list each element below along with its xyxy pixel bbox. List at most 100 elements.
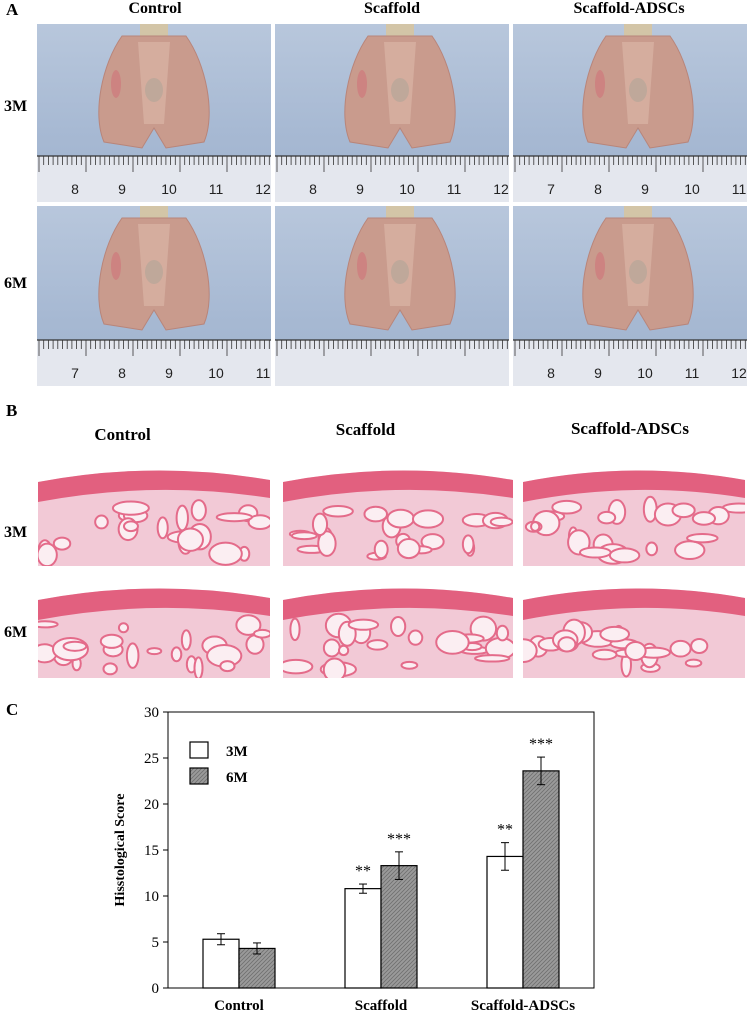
marrow-space xyxy=(400,660,419,670)
ruler-number: 11 xyxy=(685,365,700,381)
specimen-defect xyxy=(391,260,409,284)
tissue-section xyxy=(38,470,270,566)
photo-scaffold-3m: 8 9 10 11 12 xyxy=(275,24,509,202)
marrow-space xyxy=(283,658,314,675)
marrow-space xyxy=(366,639,389,651)
marrow-space xyxy=(337,644,350,657)
marrow-space xyxy=(122,520,139,533)
marrow-space xyxy=(99,633,124,649)
specimen-tissue xyxy=(357,70,367,98)
ruler-number: 9 xyxy=(641,181,649,197)
marrow-space xyxy=(396,538,421,560)
photo-scaffold-6m xyxy=(275,206,509,386)
marrow-space xyxy=(390,616,407,637)
marrow-space xyxy=(557,636,577,653)
photo-control-3m: 8 9 10 11 12 xyxy=(37,24,271,202)
marrow-space xyxy=(591,648,618,661)
ruler-number: 12 xyxy=(731,365,747,381)
panel-a-col-control: Control xyxy=(128,0,182,17)
ruler-number: 12 xyxy=(493,181,509,197)
significance-label: *** xyxy=(529,736,553,753)
marrow-space xyxy=(686,533,719,544)
ruler-number: 8 xyxy=(309,181,317,197)
specimen-tissue xyxy=(111,70,121,98)
marrow-space xyxy=(208,541,243,566)
panel-a-col-scaffold: Scaffold xyxy=(364,0,420,17)
panel-a-row-3m: 3M xyxy=(4,98,28,115)
marrow-space xyxy=(235,614,262,636)
legend-label: 3M xyxy=(226,744,248,760)
ruler-number: 7 xyxy=(547,181,555,197)
marrow-space xyxy=(193,656,204,678)
cartilage-layer xyxy=(523,470,745,502)
marrow-space xyxy=(117,622,130,634)
panel-b-row-3m: 3M xyxy=(4,524,28,541)
marrow-space xyxy=(599,625,630,643)
histology-control-6m xyxy=(38,572,270,678)
panel-a-letter: A xyxy=(6,0,19,19)
marrow-space xyxy=(170,646,183,663)
marrow-space xyxy=(435,629,470,655)
ruler-number: 10 xyxy=(161,181,177,197)
ruler-number: 9 xyxy=(118,181,126,197)
significance-label: *** xyxy=(387,831,411,848)
significance-label: ** xyxy=(355,863,371,880)
specimen-defect xyxy=(145,260,163,284)
x-tick-label: Scaffold-ADSCs xyxy=(471,998,575,1011)
marrow-space xyxy=(38,620,59,629)
specimen-tissue xyxy=(357,252,367,280)
ruler-number: 7 xyxy=(71,365,79,381)
y-tick-label: 25 xyxy=(144,751,159,767)
photo-control-6m: 78910111 xyxy=(37,206,271,386)
ruler-number: 10 xyxy=(684,181,700,197)
marrow-space xyxy=(38,542,58,566)
bar-3m xyxy=(202,938,240,989)
histological-score-chart: 0 5 10 15 20 25 30 Hisstological Score Control Sc… xyxy=(113,705,595,1011)
ruler-number: 9 xyxy=(356,181,364,197)
ruler-number: 8 xyxy=(547,365,555,381)
specimen-defect xyxy=(391,78,409,102)
marrow-space xyxy=(684,658,703,668)
marrow-space xyxy=(420,533,445,551)
marrow-space xyxy=(624,641,647,661)
marrow-space xyxy=(52,536,72,551)
marrow-space xyxy=(489,516,513,528)
marrow-space xyxy=(674,540,706,561)
bar-6m xyxy=(522,770,560,989)
marrow-space xyxy=(215,512,253,523)
marrow-space xyxy=(551,499,583,515)
ruler-number: 11 xyxy=(256,365,271,381)
ruler-number: 9 xyxy=(594,365,602,381)
ruler-number: 8 xyxy=(118,365,126,381)
marrow-space xyxy=(94,514,109,530)
cartilage-layer xyxy=(38,470,270,502)
panel-a-row-6m: 6M xyxy=(4,275,28,292)
marrow-space xyxy=(146,647,163,656)
y-axis-label: Hisstological Score xyxy=(113,794,128,907)
marrow-space xyxy=(322,504,354,518)
histology-scaffold-6m xyxy=(283,572,513,678)
marrow-space xyxy=(373,539,389,560)
panel-c-letter: C xyxy=(6,700,19,719)
marrow-space xyxy=(645,541,659,557)
marrow-space xyxy=(311,512,329,537)
ruler-number: 10 xyxy=(637,365,653,381)
cartilage-layer xyxy=(38,588,270,620)
marrow-space xyxy=(671,502,696,519)
marrow-space xyxy=(111,500,150,516)
legend-swatch xyxy=(189,741,209,759)
marrow-space xyxy=(578,546,612,559)
ruler-number: 11 xyxy=(447,181,462,197)
specimen-tissue xyxy=(111,252,121,280)
x-tick-label: Scaffold xyxy=(355,998,408,1011)
x-tick-label: Control xyxy=(214,998,264,1011)
ruler-number: 12 xyxy=(255,181,271,197)
marrow-space xyxy=(530,521,541,532)
y-tick-label: 10 xyxy=(144,889,159,905)
panel-b-col-scaffold-adscs: Scaffold-ADSCs xyxy=(570,419,690,438)
ruler-number: 8 xyxy=(71,181,79,197)
marrow-space xyxy=(461,534,475,555)
bar-6m xyxy=(238,947,276,989)
marrow-space xyxy=(495,624,510,642)
ruler-number: 10 xyxy=(208,365,224,381)
